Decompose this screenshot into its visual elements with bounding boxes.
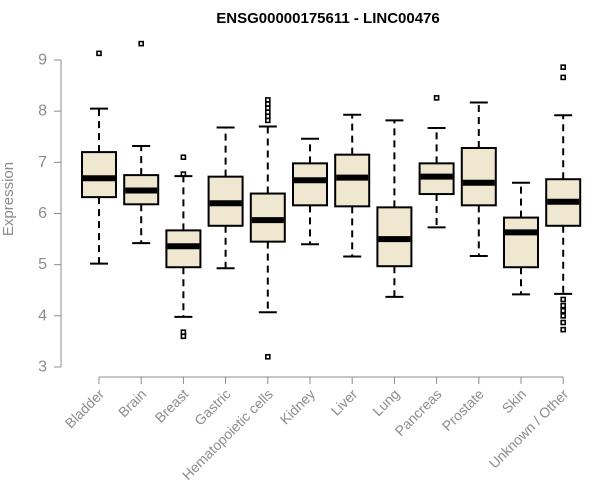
outlier-point — [264, 353, 271, 360]
box-group — [376, 119, 413, 298]
outlier-point — [560, 326, 567, 333]
outlier-point — [560, 64, 567, 70]
x-tick-label: Unknown / Other — [486, 386, 572, 472]
outlier-point — [433, 95, 440, 101]
box-group — [418, 95, 455, 229]
x-tick-label: Breast — [152, 386, 192, 426]
outlier-point — [180, 171, 187, 177]
x-tick-label: Skin — [499, 386, 530, 417]
outlier-point — [560, 74, 567, 81]
box-group — [334, 113, 371, 258]
y-tick-label: 9 — [38, 52, 47, 69]
x-tick-label: Brain — [115, 386, 149, 420]
iqr-box — [292, 162, 328, 207]
x-tick-label: Lung — [369, 386, 402, 419]
box-group — [249, 97, 286, 360]
outlier-point — [560, 313, 567, 319]
outlier-point — [264, 97, 271, 103]
iqr-box — [81, 151, 117, 199]
outlier-point — [180, 154, 187, 161]
x-tick-label: Pancreas — [392, 386, 445, 439]
x-tick-label: Bladder — [62, 386, 108, 432]
y-axis-label: Expression — [0, 162, 17, 236]
box-group — [292, 137, 328, 246]
x-tick-label: Liver — [328, 386, 361, 419]
box-group — [165, 154, 202, 340]
outlier-point — [560, 319, 567, 326]
y-tick-label: 3 — [38, 359, 47, 376]
box-group — [81, 50, 117, 265]
box-group — [545, 64, 582, 333]
chart-title: ENSG00000175611 - LINC00476 — [216, 10, 439, 27]
iqr-box — [503, 216, 539, 269]
box-group — [123, 40, 160, 245]
outlier-point — [180, 329, 187, 336]
y-tick-label: 7 — [38, 154, 47, 171]
y-tick-label: 4 — [38, 307, 47, 324]
y-axis: 3 4 5 6 7 8 9 — [38, 52, 62, 376]
outlier-point — [560, 296, 567, 303]
box-group — [207, 126, 244, 270]
x-tick-label: Kidney — [277, 386, 319, 428]
x-tick-label: Prostate — [439, 386, 487, 434]
outlier-point — [560, 307, 567, 314]
box-group — [460, 101, 497, 257]
outlier-point — [560, 302, 567, 309]
iqr-box — [460, 147, 497, 207]
plot-area — [81, 40, 582, 360]
outlier-point — [96, 50, 102, 57]
box-group — [503, 181, 539, 296]
y-tick-label: 6 — [38, 205, 47, 222]
y-tick-label: 8 — [38, 103, 47, 120]
outlier-point — [138, 40, 144, 47]
y-tick-label: 5 — [38, 256, 47, 273]
